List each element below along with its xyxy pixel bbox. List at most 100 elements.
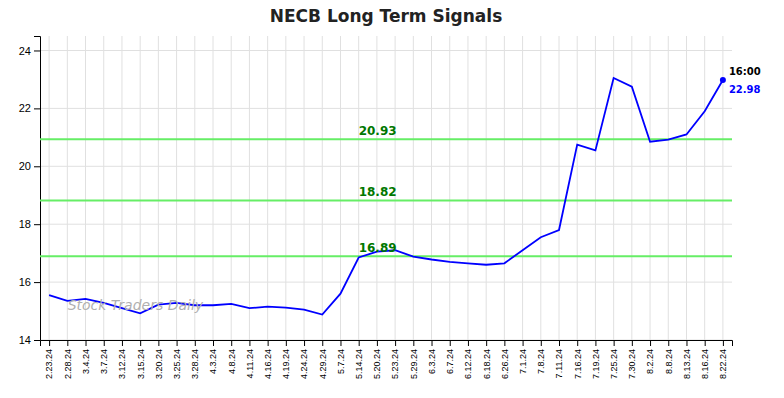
grid-line [467,36,468,340]
grid-line [103,36,104,340]
tick-label: 4.24.24 [299,349,309,379]
tick-mark [158,340,159,346]
grid-line [686,36,687,340]
tick: 5.7.24 [336,340,346,374]
tick-label: 3.25.24 [172,349,182,379]
tick-mark [486,340,487,346]
tick: 6.18.24 [482,340,492,379]
tick-mark [359,340,360,346]
tick-label: 7.25.24 [609,349,619,379]
tick-mark [577,340,578,346]
tick-mark [450,340,451,346]
tick: 6.3.24 [427,340,437,374]
tick-mark [413,340,414,346]
tick-label: 6.3.24 [427,349,437,374]
tick-label: 3.12.24 [117,349,127,379]
tick: 8.8.24 [664,340,674,374]
grid-line [40,108,732,109]
tick-mark [650,340,651,346]
tick: 7.1.24 [518,340,528,374]
tick: 7.30.24 [627,340,637,379]
tick-label: 14 [19,334,31,346]
tick-mark [177,340,178,346]
tick-mark [377,340,378,346]
tick: 3.15.24 [136,340,146,379]
grid-line [595,36,596,340]
tick-label: 7.1.24 [518,349,528,374]
tick: 4.8.24 [227,340,237,374]
tick-mark [559,340,560,346]
tick: 5.29.24 [409,340,419,379]
grid-line [486,36,487,340]
tick-label: 2.23.24 [44,349,54,379]
tick: 2.23.24 [44,340,54,379]
chart: 1416182022242.23.242.28.243.4.243.7.243.… [0,0,784,398]
tick: 4.3.24 [208,340,218,374]
tick-mark [286,340,287,346]
tick-mark [686,340,687,346]
tick-mark [195,340,196,346]
tick: 2.28.24 [63,340,73,379]
tick-mark [249,340,250,346]
grid-line [231,36,232,340]
tick-label: 5.7.24 [336,349,346,374]
tick: 4.19.24 [281,340,291,379]
grid-line [431,36,432,340]
tick: 7.16.24 [573,340,583,379]
grid-line [194,36,195,340]
signal-label: 20.93 [359,124,397,138]
tick-mark [614,340,615,346]
grid-line [67,36,68,340]
tick-mark [468,340,469,346]
axis-line [41,341,733,347]
grid-line [140,36,141,340]
tick-mark [395,340,396,346]
tick: 4.11.24 [245,340,255,378]
tick-label: 4.19.24 [281,349,291,379]
tick: 8.2.24 [645,340,655,374]
tick-mark [668,340,669,346]
grid-line [121,36,122,340]
tick: 16 [19,276,40,288]
grid-line [158,36,159,340]
tick-mark [213,340,214,346]
tick-label: 3.28.24 [190,349,200,379]
grid-line [668,36,669,340]
grid-line [176,36,177,340]
tick: 3.4.24 [81,340,91,374]
tick: 5.20.24 [372,340,382,379]
grid-line [650,36,651,340]
x-axis: 2.23.242.28.243.4.243.7.243.12.243.15.24… [41,340,733,379]
tick-mark [504,340,505,346]
tick-mark [34,340,40,341]
tick-label: 4.29.24 [318,349,328,379]
tick-label: 6.7.24 [445,349,455,374]
grid-line [40,282,732,283]
tick-label: 4.11.24 [245,349,255,378]
grid-line [249,36,250,340]
tick-label: 7.8.24 [536,349,546,374]
tick-label: 7.11.24 [554,349,564,378]
tick: 6.12.24 [463,340,473,379]
grid-line [285,36,286,340]
signal-line [40,138,732,140]
grid-line [213,36,214,340]
tick-label: 8.16.24 [700,349,710,379]
tick-label: 5.14.24 [354,349,364,379]
tick-label: 4.3.24 [208,349,218,374]
grid-line [40,166,732,167]
tick-mark [268,340,269,346]
tick-mark [34,166,40,167]
tick-mark [340,340,341,346]
tick-mark [34,50,40,51]
tick-mark [104,340,105,346]
tick-label: 20 [19,160,31,172]
tick-mark [231,340,232,346]
signal-line [40,255,732,257]
tick-mark [322,340,323,346]
grid-line [40,224,732,225]
tick-label: 2.28.24 [63,349,73,379]
tick: 7.25.24 [609,340,619,379]
grid-line [704,36,705,340]
grid-line [267,36,268,340]
